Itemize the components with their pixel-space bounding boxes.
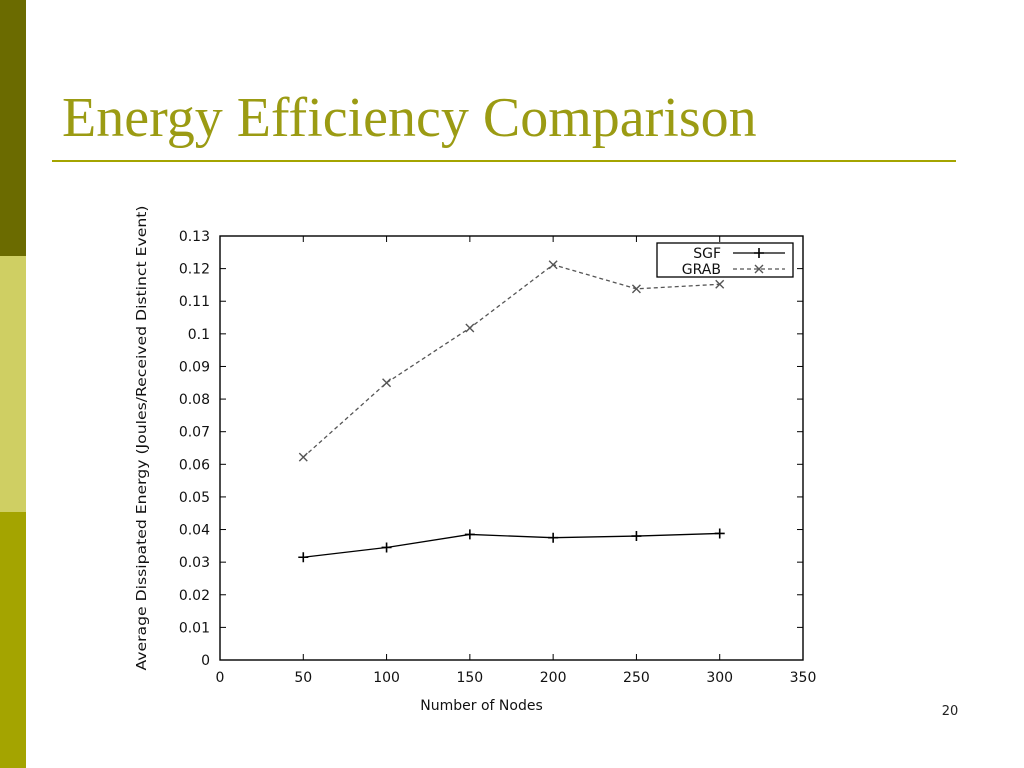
y-tick-label: 0 (201, 653, 210, 669)
legend-marker-grab (754, 264, 764, 274)
x-tick-label: 0 (216, 670, 225, 686)
data-point-grab (548, 260, 558, 270)
data-point-grab (465, 323, 475, 333)
data-point-sgf (464, 529, 475, 540)
plot-frame (219, 235, 804, 661)
x-tick-label: 350 (790, 670, 817, 686)
data-point-sgf (548, 532, 559, 543)
y-tick-label: 0.1 (188, 327, 210, 343)
legend-label-sgf: SGF (693, 246, 721, 262)
y-tick-label: 0.06 (179, 457, 210, 473)
data-point-sgf (631, 531, 642, 542)
data-point-sgf (298, 552, 309, 563)
data-point-sgf (381, 542, 392, 553)
y-axis-label: Average Dissipated Energy (Joules/Receiv… (135, 205, 150, 670)
data-point-sgf (714, 528, 725, 539)
slide-title: Energy Efficiency Comparison (62, 87, 757, 149)
sidebar-segment-medium (0, 512, 26, 768)
legend-box (656, 242, 794, 278)
y-tick-label: 0.03 (179, 555, 210, 571)
x-tick-label: 50 (294, 670, 312, 686)
y-tick-label: 0.02 (179, 588, 210, 604)
x-tick-label: 250 (623, 670, 650, 686)
y-tick-label: 0.13 (179, 229, 210, 245)
title-underline (52, 160, 956, 162)
y-tick-label: 0.04 (179, 523, 210, 539)
legend-marker-sgf (754, 248, 764, 258)
x-tick-label: 150 (456, 670, 483, 686)
x-tick-label: 300 (706, 670, 733, 686)
data-point-grab (631, 284, 641, 294)
legend-label-grab: GRAB (682, 262, 721, 278)
data-point-grab (382, 378, 392, 388)
y-tick-label: 0.12 (179, 262, 210, 278)
slide-sidebar-accent (0, 0, 26, 768)
page-number: 20 (941, 704, 959, 719)
series-line-grab (302, 263, 720, 458)
energy-efficiency-chart: 0 50 100 150 200 250 300 350 0 0.01 0.02 0.03 0.04 0.… (135, 205, 817, 714)
sidebar-segment-light (0, 256, 26, 512)
y-tick-label: 0.08 (179, 392, 210, 408)
series-line-sgf (303, 532, 720, 558)
y-tick-label: 0.05 (179, 490, 210, 506)
x-axis-label: Number of Nodes (420, 698, 542, 714)
data-point-grab (298, 452, 308, 462)
data-point-grab (715, 279, 725, 289)
y-tick-label: 0.07 (179, 425, 210, 441)
x-tick-label: 100 (373, 670, 400, 686)
y-tick-label: 0.09 (179, 359, 210, 375)
sidebar-segment-dark (0, 0, 26, 256)
y-tick-label: 0.01 (179, 620, 210, 636)
y-tick-label: 0.11 (179, 294, 210, 310)
x-tick-label: 200 (540, 670, 567, 686)
